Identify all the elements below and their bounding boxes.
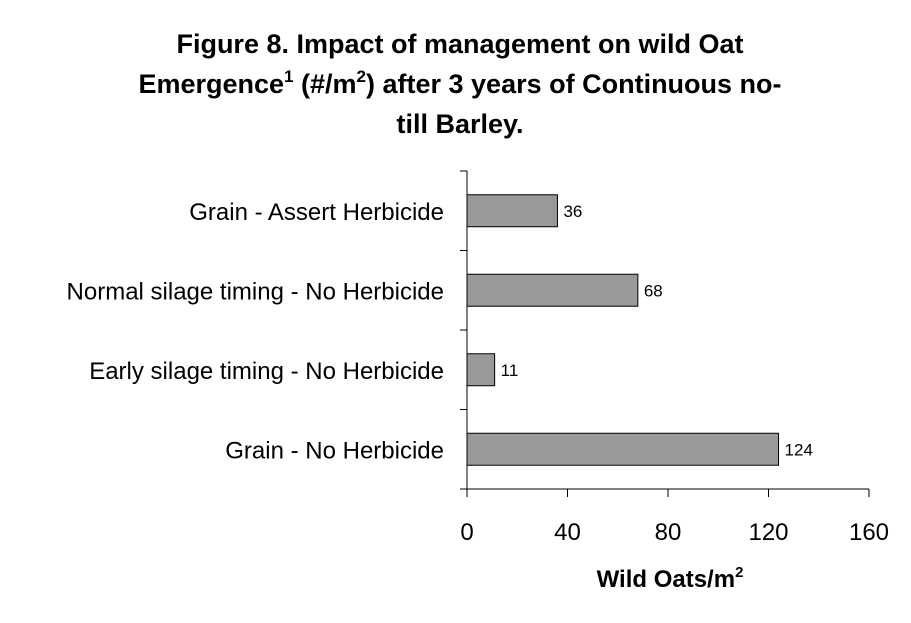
value-axis-tick-label: 120 — [748, 519, 788, 546]
data-label: 11 — [501, 361, 519, 380]
value-axis-tick-label: 0 — [460, 519, 473, 546]
bar — [466, 273, 639, 307]
category-label: Early silage timing - No Herbicide — [89, 358, 444, 385]
data-label: 36 — [563, 202, 582, 221]
chart-title-line-1: Figure 8. Impact of management on wild O… — [60, 24, 860, 64]
x-axis-title: Wild Oats/m2 — [540, 560, 800, 600]
chart-title-line-3-text: till Barley. — [396, 109, 524, 139]
value-axis-tick-label: 160 — [849, 519, 889, 546]
chart-title: Figure 8. Impact of management on wild O… — [60, 24, 860, 144]
category-label: Grain - No Herbicide — [225, 437, 444, 464]
x-axis-title-text: Wild Oats/m — [596, 566, 736, 593]
value-axis-tick-label: 40 — [554, 519, 581, 546]
chart-title-emergence-text: Emergence — [138, 69, 285, 99]
x-axis-title-exponent: 2 — [735, 564, 744, 581]
category-label: Normal silage timing - No Herbicide — [67, 278, 444, 305]
data-label: 68 — [644, 281, 663, 300]
category-label: Grain - Assert Herbicide — [189, 199, 444, 226]
chart-title-line-3: till Barley. — [60, 104, 860, 144]
chart-title-unit-text: (#/m — [293, 69, 357, 99]
chart-title-footnote-marker: 1 — [284, 67, 294, 86]
bar — [466, 432, 780, 466]
chart-title-continuation-text: ) after 3 years of Continuous no- — [366, 69, 782, 99]
bar — [466, 194, 558, 228]
chart-title-line-2: Emergence1 (#/m2) after 3 years of Conti… — [60, 64, 860, 104]
value-axis-tick-label: 80 — [655, 519, 682, 546]
chart-title-line-1-text: Figure 8. Impact of management on wild O… — [176, 29, 744, 59]
chart-title-unit-exponent: 2 — [356, 67, 366, 86]
bar — [466, 353, 496, 387]
data-label: 124 — [785, 440, 813, 459]
